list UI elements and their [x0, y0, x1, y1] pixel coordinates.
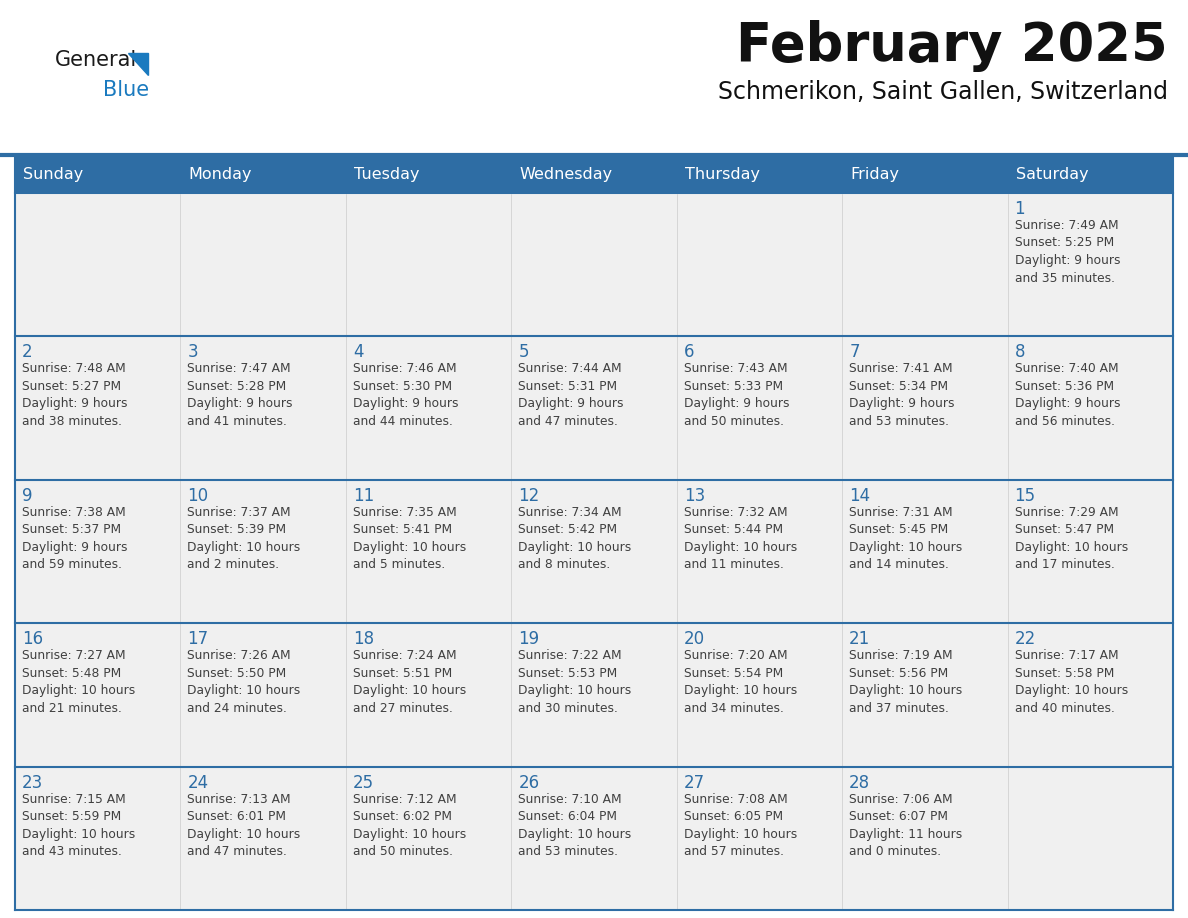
Text: Sunrise: 7:29 AM
Sunset: 5:47 PM
Daylight: 10 hours
and 17 minutes.: Sunrise: 7:29 AM Sunset: 5:47 PM Dayligh… [1015, 506, 1127, 571]
Text: Schmerikon, Saint Gallen, Switzerland: Schmerikon, Saint Gallen, Switzerland [718, 80, 1168, 104]
Text: Sunrise: 7:34 AM
Sunset: 5:42 PM
Daylight: 10 hours
and 8 minutes.: Sunrise: 7:34 AM Sunset: 5:42 PM Dayligh… [518, 506, 632, 571]
Text: Sunrise: 7:27 AM
Sunset: 5:48 PM
Daylight: 10 hours
and 21 minutes.: Sunrise: 7:27 AM Sunset: 5:48 PM Dayligh… [23, 649, 135, 715]
Text: 21: 21 [849, 630, 871, 648]
Text: Sunrise: 7:31 AM
Sunset: 5:45 PM
Daylight: 10 hours
and 14 minutes.: Sunrise: 7:31 AM Sunset: 5:45 PM Dayligh… [849, 506, 962, 571]
Text: 15: 15 [1015, 487, 1036, 505]
Text: 12: 12 [518, 487, 539, 505]
Text: 1: 1 [1015, 200, 1025, 218]
Text: Sunrise: 7:20 AM
Sunset: 5:54 PM
Daylight: 10 hours
and 34 minutes.: Sunrise: 7:20 AM Sunset: 5:54 PM Dayligh… [684, 649, 797, 715]
Bar [1007, 155, 1173, 193]
Text: February 2025: February 2025 [737, 20, 1168, 72]
Text: 22: 22 [1015, 630, 1036, 648]
Bar [346, 155, 511, 193]
Text: Friday: Friday [851, 166, 899, 182]
Text: Sunrise: 7:48 AM
Sunset: 5:27 PM
Daylight: 9 hours
and 38 minutes.: Sunrise: 7:48 AM Sunset: 5:27 PM Dayligh… [23, 363, 127, 428]
Text: 28: 28 [849, 774, 871, 791]
Text: Thursday: Thursday [684, 166, 759, 182]
Text: 8: 8 [1015, 343, 1025, 362]
Text: Sunrise: 7:37 AM
Sunset: 5:39 PM
Daylight: 10 hours
and 2 minutes.: Sunrise: 7:37 AM Sunset: 5:39 PM Dayligh… [188, 506, 301, 571]
Bar [181, 155, 346, 193]
Text: 24: 24 [188, 774, 209, 791]
Text: Sunrise: 7:08 AM
Sunset: 6:05 PM
Daylight: 10 hours
and 57 minutes.: Sunrise: 7:08 AM Sunset: 6:05 PM Dayligh… [684, 792, 797, 858]
Bar [15, 336, 1173, 480]
Text: 6: 6 [684, 343, 694, 362]
Text: 26: 26 [518, 774, 539, 791]
Text: Sunrise: 7:43 AM
Sunset: 5:33 PM
Daylight: 9 hours
and 50 minutes.: Sunrise: 7:43 AM Sunset: 5:33 PM Dayligh… [684, 363, 789, 428]
Text: Monday: Monday [189, 166, 252, 182]
Text: Sunrise: 7:47 AM
Sunset: 5:28 PM
Daylight: 9 hours
and 41 minutes.: Sunrise: 7:47 AM Sunset: 5:28 PM Dayligh… [188, 363, 293, 428]
Bar [15, 623, 1173, 767]
Bar [15, 193, 1173, 336]
Text: 3: 3 [188, 343, 198, 362]
Text: Sunrise: 7:06 AM
Sunset: 6:07 PM
Daylight: 11 hours
and 0 minutes.: Sunrise: 7:06 AM Sunset: 6:07 PM Dayligh… [849, 792, 962, 858]
Text: 16: 16 [23, 630, 43, 648]
Text: Sunrise: 7:19 AM
Sunset: 5:56 PM
Daylight: 10 hours
and 37 minutes.: Sunrise: 7:19 AM Sunset: 5:56 PM Dayligh… [849, 649, 962, 715]
Text: Sunrise: 7:38 AM
Sunset: 5:37 PM
Daylight: 9 hours
and 59 minutes.: Sunrise: 7:38 AM Sunset: 5:37 PM Dayligh… [23, 506, 127, 571]
Text: 11: 11 [353, 487, 374, 505]
Bar [677, 155, 842, 193]
Text: 25: 25 [353, 774, 374, 791]
Text: 5: 5 [518, 343, 529, 362]
Text: Sunrise: 7:24 AM
Sunset: 5:51 PM
Daylight: 10 hours
and 27 minutes.: Sunrise: 7:24 AM Sunset: 5:51 PM Dayligh… [353, 649, 466, 715]
Text: 10: 10 [188, 487, 209, 505]
Text: 23: 23 [23, 774, 43, 791]
Text: 7: 7 [849, 343, 860, 362]
Polygon shape [128, 53, 148, 75]
Text: 27: 27 [684, 774, 704, 791]
Text: Sunrise: 7:32 AM
Sunset: 5:44 PM
Daylight: 10 hours
and 11 minutes.: Sunrise: 7:32 AM Sunset: 5:44 PM Dayligh… [684, 506, 797, 571]
Text: 2: 2 [23, 343, 32, 362]
Text: Blue: Blue [103, 80, 150, 100]
Text: Sunrise: 7:44 AM
Sunset: 5:31 PM
Daylight: 9 hours
and 47 minutes.: Sunrise: 7:44 AM Sunset: 5:31 PM Dayligh… [518, 363, 624, 428]
Text: General: General [55, 50, 138, 70]
Text: Sunrise: 7:10 AM
Sunset: 6:04 PM
Daylight: 10 hours
and 53 minutes.: Sunrise: 7:10 AM Sunset: 6:04 PM Dayligh… [518, 792, 632, 858]
Text: Wednesday: Wednesday [519, 166, 612, 182]
Text: Sunrise: 7:22 AM
Sunset: 5:53 PM
Daylight: 10 hours
and 30 minutes.: Sunrise: 7:22 AM Sunset: 5:53 PM Dayligh… [518, 649, 632, 715]
Text: Sunrise: 7:46 AM
Sunset: 5:30 PM
Daylight: 9 hours
and 44 minutes.: Sunrise: 7:46 AM Sunset: 5:30 PM Dayligh… [353, 363, 459, 428]
Bar [15, 480, 1173, 623]
Text: 4: 4 [353, 343, 364, 362]
Text: Sunrise: 7:12 AM
Sunset: 6:02 PM
Daylight: 10 hours
and 50 minutes.: Sunrise: 7:12 AM Sunset: 6:02 PM Dayligh… [353, 792, 466, 858]
Text: 13: 13 [684, 487, 704, 505]
Text: 9: 9 [23, 487, 32, 505]
Text: 19: 19 [518, 630, 539, 648]
Text: Sunrise: 7:41 AM
Sunset: 5:34 PM
Daylight: 9 hours
and 53 minutes.: Sunrise: 7:41 AM Sunset: 5:34 PM Dayligh… [849, 363, 955, 428]
Text: 14: 14 [849, 487, 871, 505]
Text: Sunrise: 7:40 AM
Sunset: 5:36 PM
Daylight: 9 hours
and 56 minutes.: Sunrise: 7:40 AM Sunset: 5:36 PM Dayligh… [1015, 363, 1120, 428]
Text: Sunrise: 7:17 AM
Sunset: 5:58 PM
Daylight: 10 hours
and 40 minutes.: Sunrise: 7:17 AM Sunset: 5:58 PM Dayligh… [1015, 649, 1127, 715]
Bar [842, 155, 1007, 193]
Text: Sunrise: 7:13 AM
Sunset: 6:01 PM
Daylight: 10 hours
and 47 minutes.: Sunrise: 7:13 AM Sunset: 6:01 PM Dayligh… [188, 792, 301, 858]
Text: Sunrise: 7:35 AM
Sunset: 5:41 PM
Daylight: 10 hours
and 5 minutes.: Sunrise: 7:35 AM Sunset: 5:41 PM Dayligh… [353, 506, 466, 571]
Text: Tuesday: Tuesday [354, 166, 419, 182]
Bar [15, 767, 1173, 910]
Bar [511, 155, 677, 193]
Text: 20: 20 [684, 630, 704, 648]
Text: 17: 17 [188, 630, 209, 648]
Text: 18: 18 [353, 630, 374, 648]
Text: Saturday: Saturday [1016, 166, 1088, 182]
Bar [15, 155, 181, 193]
Text: Sunday: Sunday [23, 166, 83, 182]
Text: Sunrise: 7:26 AM
Sunset: 5:50 PM
Daylight: 10 hours
and 24 minutes.: Sunrise: 7:26 AM Sunset: 5:50 PM Dayligh… [188, 649, 301, 715]
Text: Sunrise: 7:15 AM
Sunset: 5:59 PM
Daylight: 10 hours
and 43 minutes.: Sunrise: 7:15 AM Sunset: 5:59 PM Dayligh… [23, 792, 135, 858]
Text: Sunrise: 7:49 AM
Sunset: 5:25 PM
Daylight: 9 hours
and 35 minutes.: Sunrise: 7:49 AM Sunset: 5:25 PM Dayligh… [1015, 219, 1120, 285]
